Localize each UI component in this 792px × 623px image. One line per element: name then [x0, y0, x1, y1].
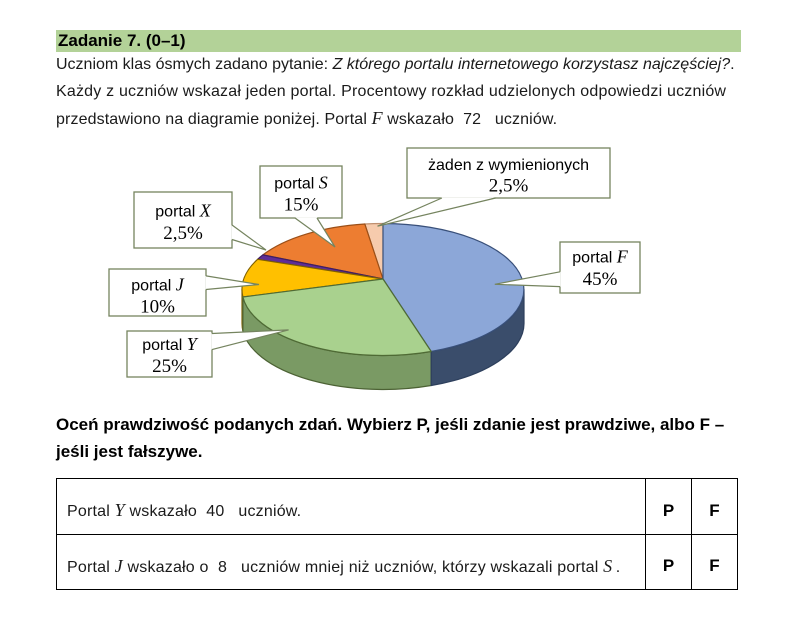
svg-text:żaden z wymienionych: żaden z wymienionych [428, 157, 589, 174]
svg-text:2,5%: 2,5% [163, 223, 203, 244]
svg-text:portal F: portal F [572, 247, 628, 267]
svg-text:10%: 10% [140, 297, 175, 318]
svg-text:2,5%: 2,5% [489, 176, 529, 197]
svg-text:portal X: portal X [155, 201, 211, 221]
svg-text:25%: 25% [152, 356, 187, 377]
svg-text:15%: 15% [284, 194, 319, 215]
svg-text:portal S: portal S [274, 172, 327, 192]
svg-text:portal Y: portal Y [142, 334, 198, 354]
svg-text:portal J: portal J [131, 275, 184, 295]
svg-text:45%: 45% [583, 269, 618, 290]
